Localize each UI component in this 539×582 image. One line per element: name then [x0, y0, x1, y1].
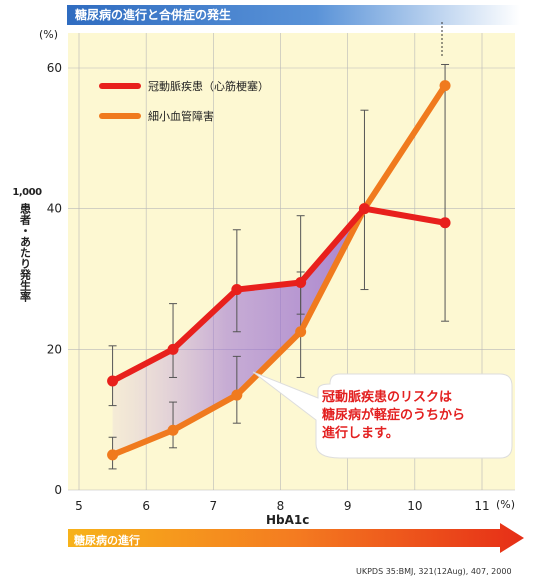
data-point-s0-5 [439, 217, 451, 229]
y-tick-label-2: 40 [47, 202, 62, 216]
legend-label-coronary: 冠動脈疾患（心筋梗塞） [148, 79, 269, 93]
legend: 冠動脈疾患（心筋梗塞） 細小血管障害 [99, 79, 269, 123]
data-point-s0-0 [107, 375, 119, 387]
tick-labels: 5 6 7 8 9 10 11 0 20 40 60 [47, 61, 490, 513]
x-tick-label-1: 6 [142, 499, 150, 513]
y-axis-title: 1,000 患者・あたり発生率 [12, 186, 42, 305]
grid [68, 33, 515, 491]
legend-label-microvascular: 細小血管障害 [148, 109, 214, 123]
chart-title: 糖尿病の進行と合併症の発生 [67, 5, 520, 25]
x-tick-label-2: 7 [210, 499, 218, 513]
x-tick-label-6: 11 [474, 499, 489, 513]
data-point-s1-3 [295, 326, 307, 338]
x-axis-title: HbA1c [266, 513, 310, 527]
y-tick-label-1: 20 [47, 342, 62, 356]
data-point-s0-3 [295, 277, 307, 289]
series-line-0 [111, 205, 446, 384]
data-point-s0-4 [358, 203, 370, 215]
error-bars [108, 63, 450, 470]
y-tick-label-3: 60 [47, 61, 62, 75]
callout-line-1: 冠動脈疾患のリスクは [322, 390, 453, 405]
series-lines [107, 80, 451, 461]
x-tick-label-3: 8 [277, 499, 285, 513]
data-point-s1-0 [107, 449, 119, 461]
callout-line-3: 進行します。 [322, 426, 399, 441]
x-unit-label: (%) [496, 498, 516, 511]
series-line-1 [111, 83, 448, 458]
progress-label: 糖尿病の進行 [74, 534, 140, 547]
source-citation: UKPDS 35:BMJ, 321(12Aug), 407, 2000 [356, 567, 512, 576]
data-point-s0-2 [231, 284, 243, 296]
progress-arrow [68, 523, 524, 553]
x-tick-label-4: 9 [344, 499, 352, 513]
y-axis-title-top: 1,000 [12, 187, 42, 198]
data-point-s1-5 [439, 80, 451, 92]
data-point-s0-1 [167, 343, 179, 355]
x-tick-label-0: 5 [75, 499, 83, 513]
data-point-s1-2 [231, 389, 243, 401]
callout-bubble [252, 371, 513, 459]
y-axis-title-vertical: 患者・あたり発生率 [18, 203, 32, 302]
data-point-s1-1 [167, 424, 179, 436]
x-tick-label-5: 10 [407, 499, 422, 513]
callout-line-2: 糖尿病が軽症のうちから [322, 408, 466, 423]
y-tick-label-0: 0 [54, 483, 62, 497]
y-unit-label: (%) [39, 28, 59, 41]
callout-text: 冠動脈疾患のリスクは 糖尿病が軽症のうちから 進行します。 [322, 389, 506, 443]
